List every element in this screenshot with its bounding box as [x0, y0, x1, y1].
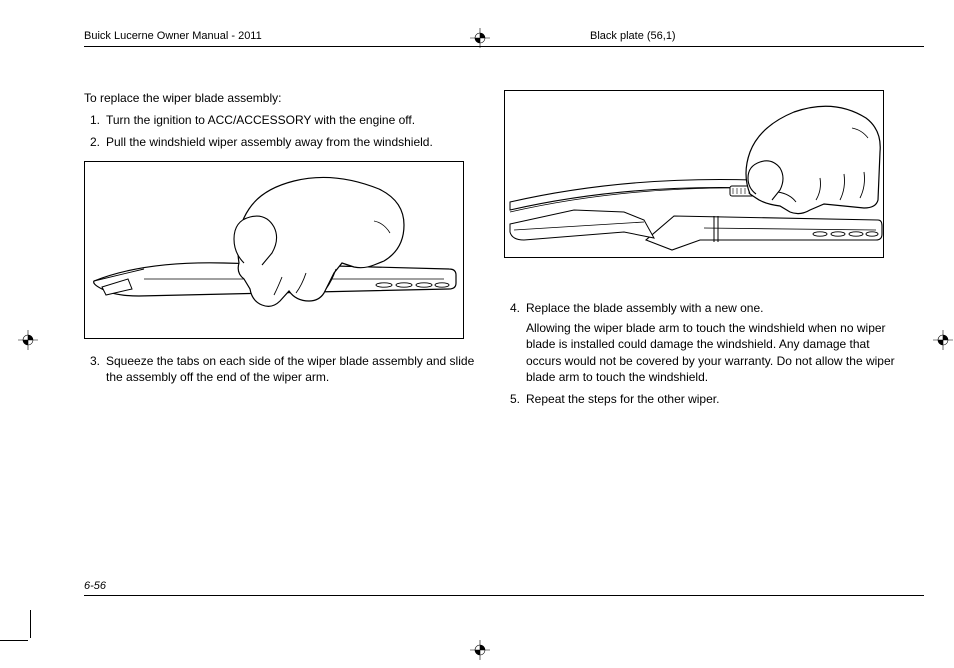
crop-mark-bl-h-icon: [0, 640, 28, 641]
step-text: Pull the windshield wiper assembly away …: [106, 134, 480, 150]
wiper-remove-illustration-icon: [504, 90, 884, 258]
page-frame: Buick Lucerne Owner Manual - 2011 Black …: [30, 30, 924, 638]
step-1: 1. Turn the ignition to ACC/ACCESSORY wi…: [84, 112, 480, 128]
step-4-sub: Allowing the wiper blade arm to touch th…: [526, 320, 900, 385]
right-column: 4. Replace the blade assembly with a new…: [504, 90, 900, 413]
step-number: 1.: [84, 112, 106, 128]
steps-list-left-a: 1. Turn the ignition to ACC/ACCESSORY wi…: [84, 112, 480, 150]
step-number: 5.: [504, 391, 526, 407]
wiper-hold-illustration-icon: [84, 161, 464, 339]
figure-left: [84, 161, 480, 339]
step-text: Replace the blade assembly with a new on…: [526, 300, 900, 385]
crop-mark-bl-v-icon: [30, 610, 31, 638]
intro-text: To replace the wiper blade assembly:: [84, 90, 480, 106]
page-number: 6-56: [84, 580, 106, 592]
registration-mark-top-icon: [470, 28, 490, 48]
step-5: 5. Repeat the steps for the other wiper.: [504, 391, 900, 407]
step-3: 3. Squeeze the tabs on each side of the …: [84, 353, 480, 385]
step-number: 4.: [504, 300, 526, 385]
left-column: To replace the wiper blade assembly: 1. …: [84, 90, 480, 413]
registration-mark-bottom-icon: [470, 640, 490, 660]
step-4-main: Replace the blade assembly with a new on…: [526, 301, 763, 315]
spacer: [504, 272, 900, 300]
step-2: 2. Pull the windshield wiper assembly aw…: [84, 134, 480, 150]
step-4: 4. Replace the blade assembly with a new…: [504, 300, 900, 385]
registration-mark-right-icon: [933, 330, 953, 350]
header-title: Buick Lucerne Owner Manual - 2011: [84, 30, 262, 42]
footer-rule: [84, 595, 924, 596]
steps-list-left-b: 3. Squeeze the tabs on each side of the …: [84, 353, 480, 385]
step-text: Squeeze the tabs on each side of the wip…: [106, 353, 480, 385]
figure-right: [504, 90, 900, 258]
step-number: 3.: [84, 353, 106, 385]
step-text: Repeat the steps for the other wiper.: [526, 391, 900, 407]
step-text: Turn the ignition to ACC/ACCESSORY with …: [106, 112, 480, 128]
content-area: To replace the wiper blade assembly: 1. …: [84, 90, 924, 413]
header-plate: Black plate (56,1): [590, 30, 676, 42]
steps-list-right: 4. Replace the blade assembly with a new…: [504, 300, 900, 407]
registration-mark-left-icon: [18, 330, 38, 350]
header-rule: [84, 46, 924, 47]
step-number: 2.: [84, 134, 106, 150]
